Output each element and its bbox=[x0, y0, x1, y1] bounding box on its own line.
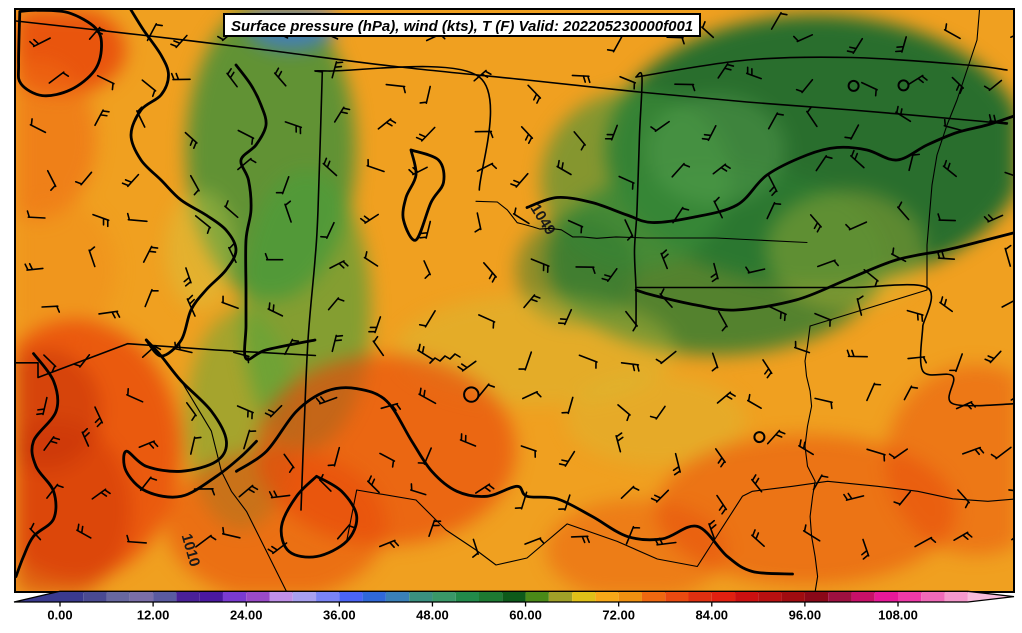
svg-text:24.00: 24.00 bbox=[230, 608, 263, 623]
svg-text:1010: 1010 bbox=[178, 532, 204, 569]
svg-text:96.00: 96.00 bbox=[789, 608, 822, 623]
svg-text:1049: 1049 bbox=[527, 201, 559, 238]
svg-text:36.00: 36.00 bbox=[323, 608, 356, 623]
svg-text:60.00: 60.00 bbox=[509, 608, 542, 623]
svg-text:48.00: 48.00 bbox=[416, 608, 449, 623]
svg-text:12.00: 12.00 bbox=[137, 608, 170, 623]
svg-text:108.00: 108.00 bbox=[878, 608, 918, 623]
svg-text:0.00: 0.00 bbox=[47, 608, 72, 623]
svg-text:72.00: 72.00 bbox=[602, 608, 635, 623]
svg-text:84.00: 84.00 bbox=[696, 608, 729, 623]
